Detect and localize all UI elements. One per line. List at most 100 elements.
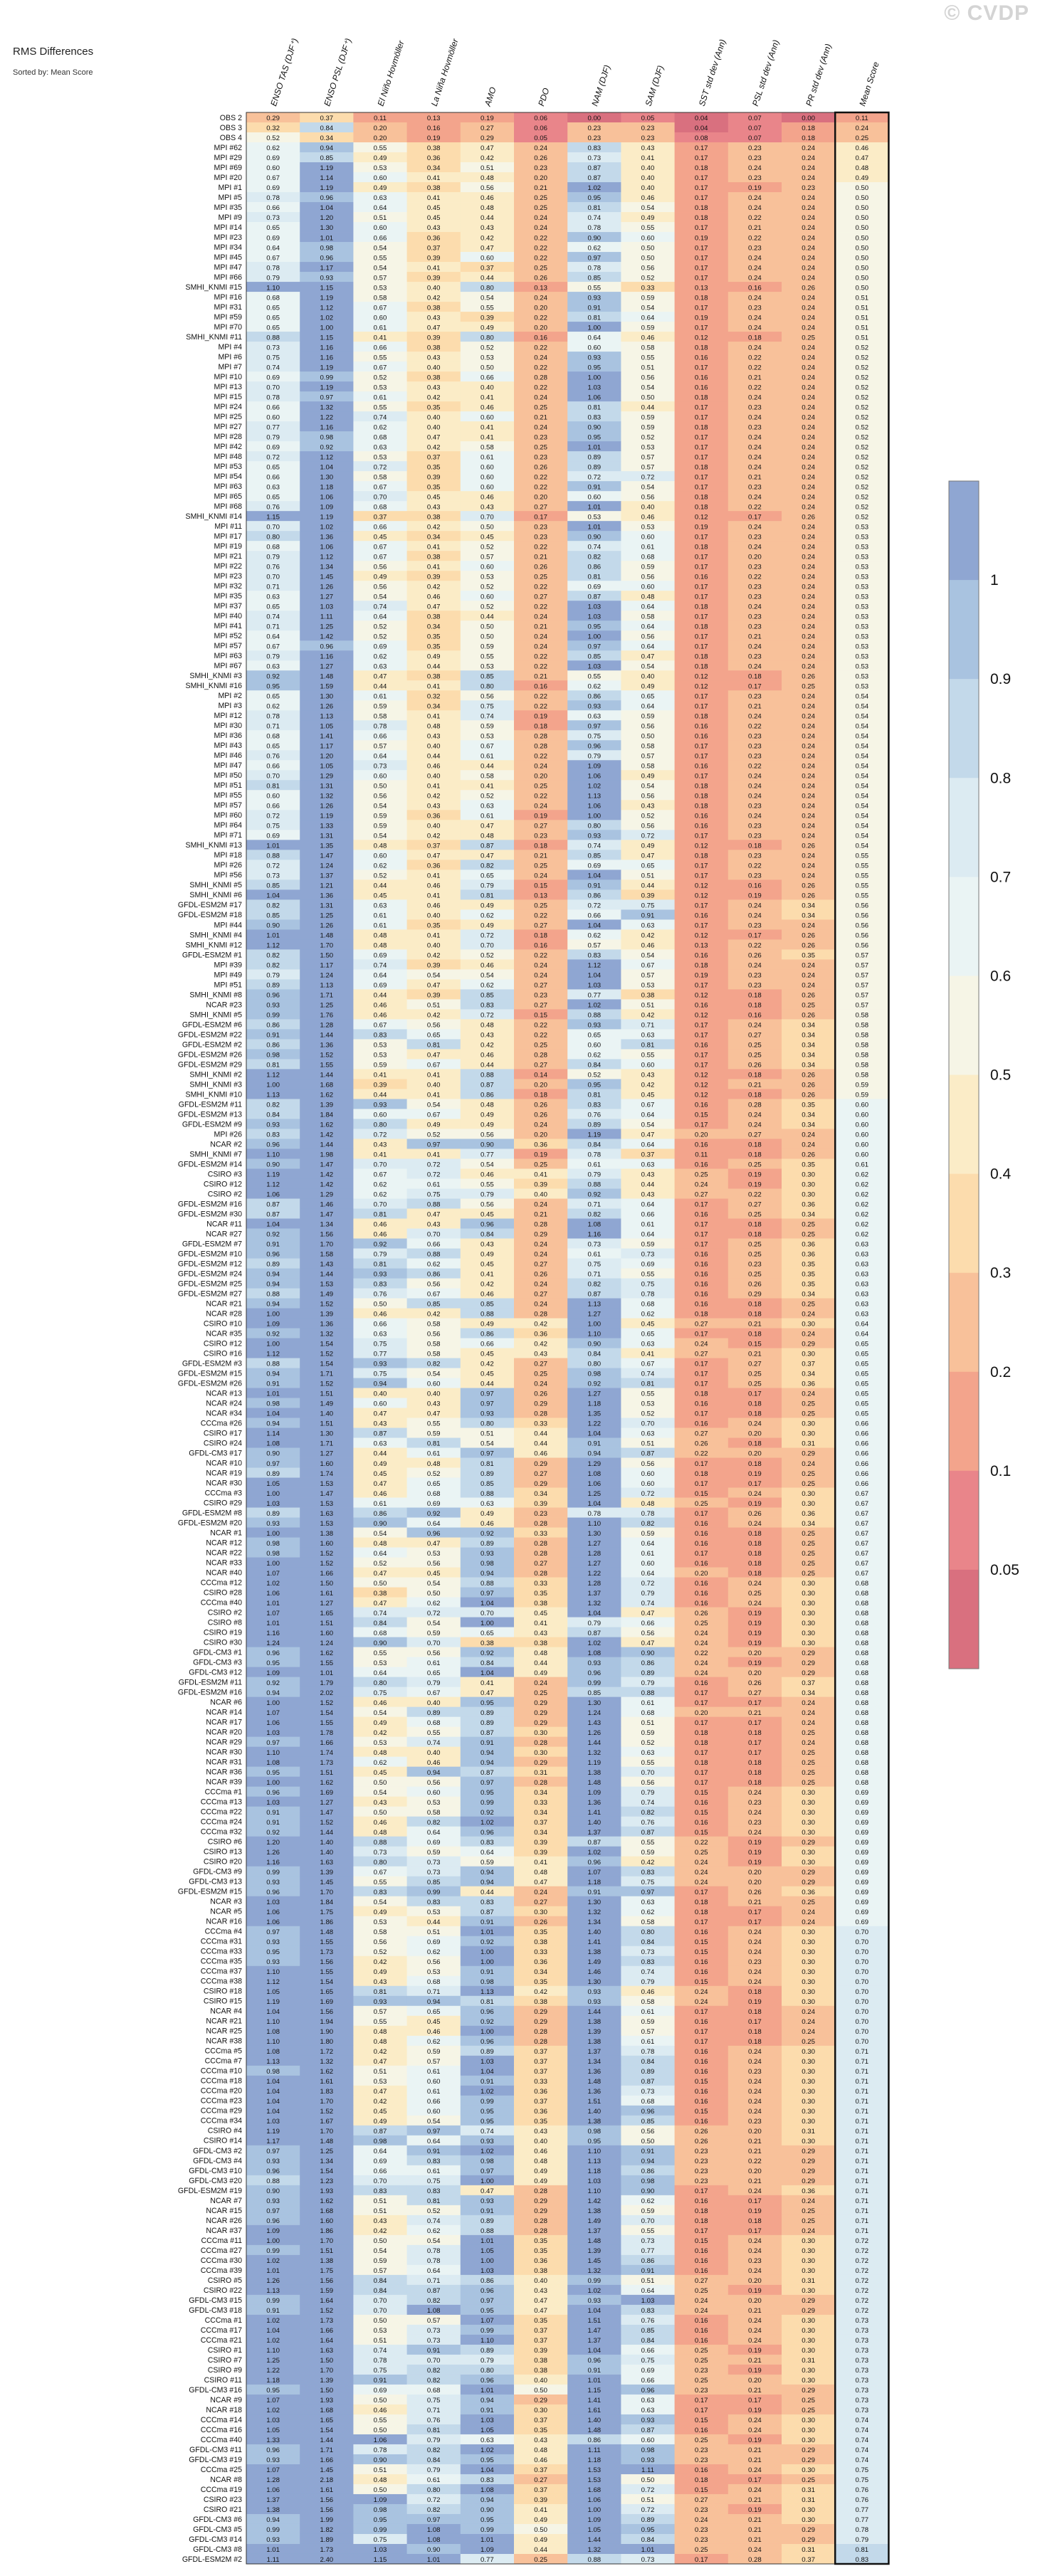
cell-value: 0.20: [695, 1709, 708, 1717]
cell-value: 0.30: [802, 1590, 815, 1598]
cell-value: 0.63: [855, 1281, 868, 1289]
cell-value: 0.85: [266, 912, 280, 920]
row-label: CCCma #26: [201, 1419, 242, 1427]
cell-value: 0.50: [855, 224, 868, 232]
cell-value: 0.53: [641, 982, 655, 990]
heatmap-cell: [674, 252, 729, 263]
cell-value: 0.57: [641, 463, 655, 471]
cell-value: 0.60: [641, 1470, 655, 1478]
cell-value: 0.17: [695, 742, 708, 750]
cell-value: 0.63: [855, 1301, 868, 1309]
cell-value: 1.26: [320, 802, 333, 810]
cell-value: 0.67: [855, 1550, 868, 1558]
cell-value: 0.44: [641, 403, 655, 411]
cell-value: 1.02: [587, 1849, 601, 1857]
heatmap-cell: [728, 152, 782, 163]
row-label: GFDL-CM3 #20: [189, 2177, 242, 2185]
cell-value: 0.61: [481, 752, 494, 760]
cell-value: 0.74: [641, 1968, 655, 1976]
cell-value: 0.07: [748, 134, 762, 142]
row-label: MPI #23: [214, 572, 243, 581]
cell-value: 0.71: [587, 1201, 601, 1209]
cell-value: 0.74: [641, 1799, 655, 1807]
cell-value: 0.96: [481, 1829, 494, 1837]
cell-value: 0.16: [695, 1799, 708, 1807]
cell-value: 0.74: [641, 1600, 655, 1608]
cell-value: 0.56: [855, 942, 868, 950]
cell-value: 0.89: [481, 2048, 494, 2056]
cell-value: 0.79: [374, 1251, 387, 1259]
cell-value: 0.78: [266, 194, 280, 202]
cell-value: 0.27: [534, 1560, 547, 1568]
cell-value: 0.66: [855, 1430, 868, 1438]
heatmap-cell: [246, 312, 300, 322]
cell-value: 0.70: [855, 1948, 868, 1956]
cell-value: 0.18: [695, 204, 708, 212]
cell-value: 0.63: [374, 1440, 387, 1448]
cell-value: 0.67: [855, 1510, 868, 1518]
cell-value: 0.64: [641, 1540, 655, 1548]
cell-value: 0.24: [534, 613, 547, 621]
cell-value: 1.24: [320, 972, 333, 980]
row-label: GFDL-CM3 #12: [189, 1669, 242, 1677]
cell-value: 0.90: [481, 1141, 494, 1149]
cell-value: 0.43: [481, 503, 494, 511]
cell-value: 0.92: [374, 1241, 387, 1249]
cell-value: 0.16: [695, 1141, 708, 1149]
cell-value: 0.23: [748, 144, 762, 152]
cell-value: 0.69: [855, 1819, 868, 1827]
cell-value: 0.16: [695, 1271, 708, 1279]
cell-value: 0.72: [266, 453, 280, 461]
cell-value: 0.21: [534, 623, 547, 630]
cell-value: 1.13: [320, 712, 333, 720]
cell-value: 0.61: [641, 1550, 655, 1558]
row-label: MPI #24: [214, 403, 243, 411]
cell-value: 0.50: [374, 782, 387, 790]
cell-value: 0.69: [855, 1839, 868, 1847]
cell-value: 0.17: [695, 1689, 708, 1697]
cell-value: 0.79: [266, 972, 280, 980]
cell-value: 0.16: [695, 1400, 708, 1408]
cell-value: 0.24: [802, 2018, 815, 2026]
cell-value: 1.98: [320, 1151, 333, 1159]
cell-value: 0.12: [695, 1072, 708, 1080]
cell-value: 0.65: [266, 324, 280, 332]
cell-value: 0.24: [748, 1809, 762, 1817]
heatmap-cell: [300, 232, 354, 243]
cell-value: 0.48: [641, 593, 655, 601]
cell-value: 1.00: [481, 2028, 494, 2036]
heatmap-cell: [460, 172, 515, 183]
cell-value: 0.73: [587, 154, 601, 162]
cell-value: 0.36: [427, 154, 441, 162]
cell-value: 0.21: [534, 413, 547, 421]
cell-value: 0.17: [695, 832, 708, 840]
cell-value: 0.80: [587, 822, 601, 830]
cell-value: 0.24: [802, 294, 815, 302]
cell-value: 0.16: [695, 1958, 708, 1966]
row-label: MPI #19: [214, 542, 243, 551]
cell-value: 1.47: [320, 1161, 333, 1169]
cell-value: 0.18: [748, 1231, 762, 1239]
cell-value: 0.37: [534, 2068, 547, 2076]
cell-value: 0.24: [802, 712, 815, 720]
cell-value: 0.42: [534, 1341, 547, 1348]
row-label: MPI #59: [214, 313, 243, 322]
heatmap-cell: [246, 361, 300, 372]
cell-value: 1.16: [320, 653, 333, 660]
heatmap-cell: [674, 322, 729, 332]
cell-value: 1.39: [320, 1102, 333, 1109]
cell-value: 0.92: [587, 1191, 601, 1199]
cell-value: 1.02: [587, 1640, 601, 1647]
cell-value: 0.24: [748, 1978, 762, 1986]
heatmap-cell: [300, 302, 354, 312]
column-label: ENSO PSL (DJF⁺): [322, 37, 353, 107]
cell-value: 0.70: [855, 2028, 868, 2036]
cell-value: 0.41: [427, 892, 441, 900]
heatmap-cell: [674, 112, 729, 123]
cell-value: 0.65: [266, 463, 280, 471]
cell-value: 1.09: [266, 1669, 280, 1677]
cell-value: 0.43: [534, 1351, 547, 1358]
cell-value: 0.19: [534, 1151, 547, 1159]
cell-value: 0.58: [855, 1032, 868, 1040]
cell-value: 0.23: [748, 174, 762, 182]
